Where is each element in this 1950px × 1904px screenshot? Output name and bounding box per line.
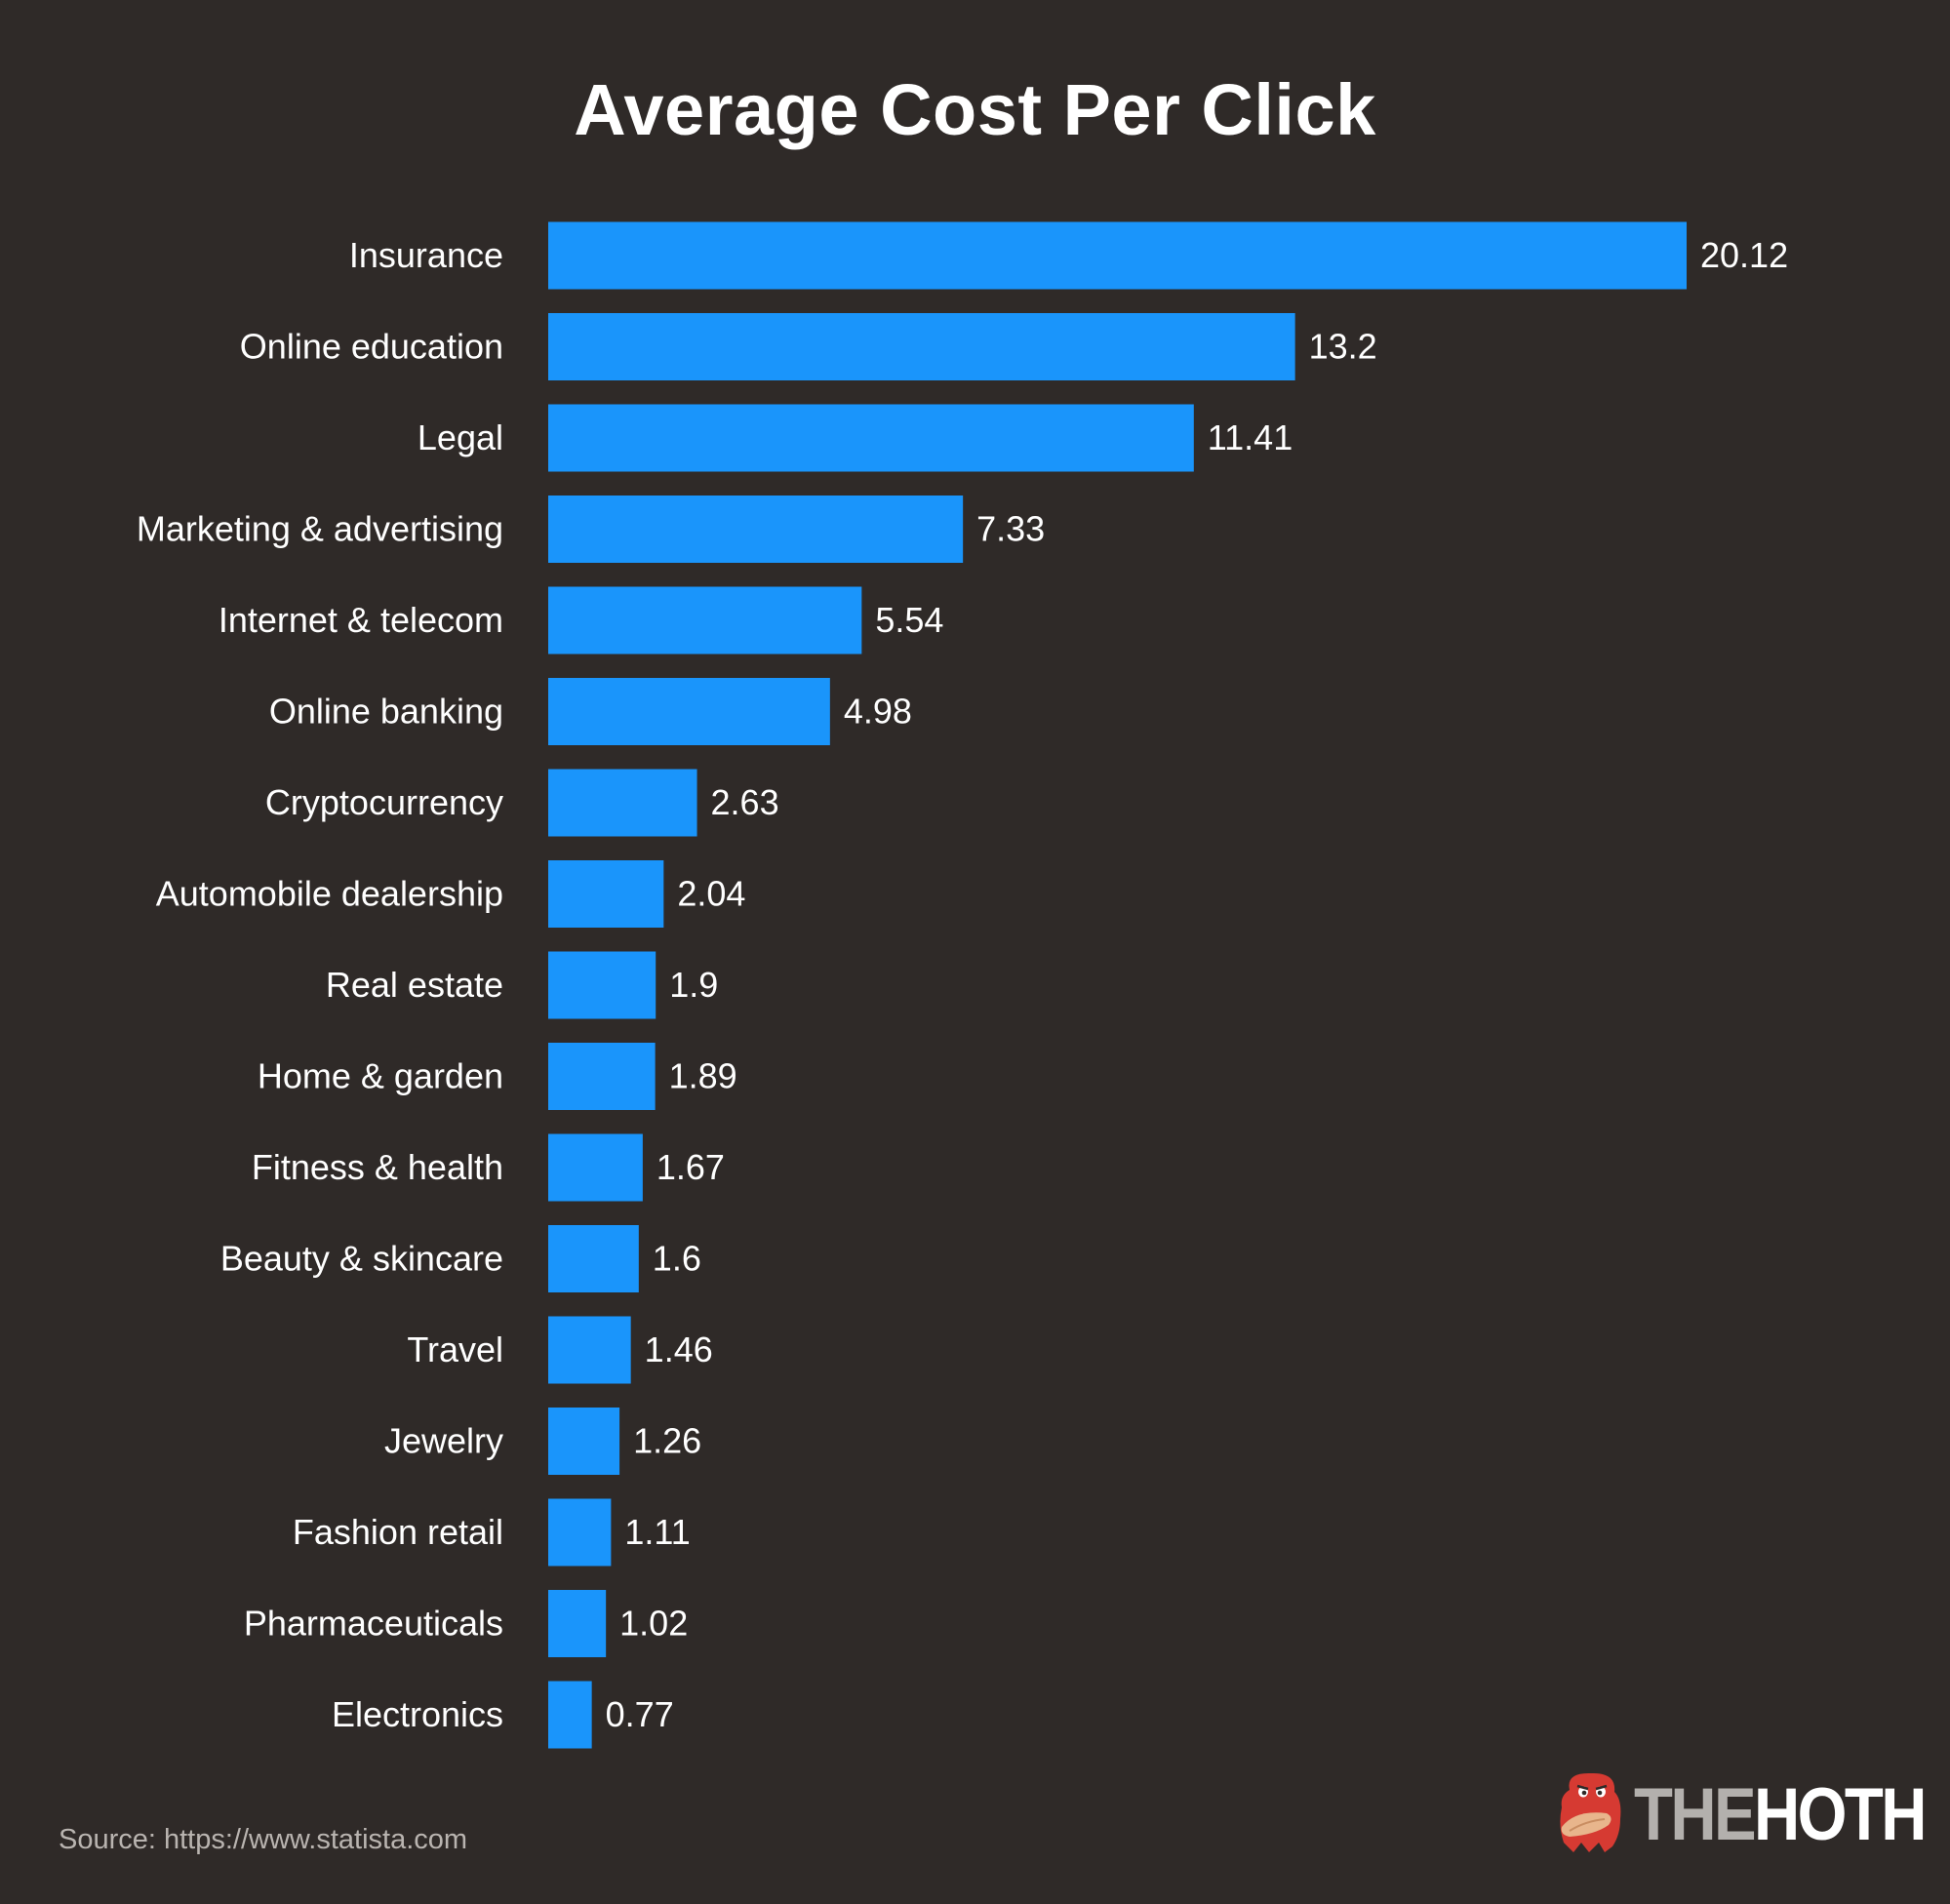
category-label: Legal [418,417,503,457]
bar [548,586,862,654]
category-label: Fitness & health [252,1147,503,1187]
bar-row: Internet & telecom 5.54 [219,586,943,654]
value-label: 13.2 [1309,327,1377,367]
category-label: Real estate [326,965,503,1005]
bar-row: Fashion retail 1.11 [293,1498,691,1567]
bar-row: Electronics 0.77 [332,1681,674,1749]
brand-hoth-text: HOTH [1753,1773,1927,1856]
value-label: 11.41 [1208,417,1293,457]
bar-row: Fitness & health 1.67 [252,1133,725,1202]
value-label: 7.33 [976,509,1045,549]
value-label: 4.98 [844,692,912,732]
source-note: Source: https://www.statista.com [59,1824,468,1855]
bar [548,1043,656,1110]
bar [548,1590,607,1657]
bar-row: Home & garden 1.89 [258,1043,737,1110]
category-label: Internet & telecom [219,600,503,640]
category-label: Online banking [269,692,503,732]
category-label: Home & garden [258,1056,503,1096]
value-label: 1.67 [657,1147,725,1187]
value-label: 1.02 [619,1604,688,1644]
category-label: Online education [240,327,503,367]
bar [548,1316,631,1384]
value-label: 1.89 [669,1056,737,1096]
bar-row: Pharmaceuticals 1.02 [244,1590,688,1657]
bar-row: Beauty & skincare 1.6 [220,1225,701,1292]
bar [548,221,1687,290]
value-label: 20.12 [1700,235,1788,275]
bar-row: Insurance 20.12 [349,221,1788,290]
value-label: 1.11 [624,1512,690,1552]
bar [548,678,830,745]
bar-row: Online banking 4.98 [269,678,912,745]
bar [548,860,664,928]
category-label: Jewelry [384,1421,503,1461]
bar [548,404,1194,472]
bar-row: Automobile dealership 2.04 [156,860,745,928]
bar-row: Jewelry 1.26 [384,1408,701,1475]
category-label: Electronics [332,1694,503,1734]
value-label: 1.46 [645,1329,713,1369]
bar [548,951,657,1019]
brand-logo: THEHOTH [1556,1770,1927,1858]
value-label: 0.77 [606,1694,674,1734]
brand-the-text: THE [1634,1773,1757,1856]
category-label: Beauty & skincare [220,1239,503,1279]
bar [548,1408,620,1475]
bar [548,1681,592,1749]
category-label: Travel [407,1329,503,1369]
value-label: 2.04 [677,874,745,914]
bar-row: Real estate 1.9 [326,951,718,1019]
bar-row: Cryptocurrency 2.63 [265,769,779,837]
bar-row: Online education 13.2 [240,313,1377,380]
category-label: Pharmaceuticals [244,1604,503,1644]
bar-row: Marketing & advertising 7.33 [137,496,1045,563]
brand-wordmark: THEHOTH [1634,1773,1927,1856]
bar [548,769,697,837]
hoth-mascot-icon [1560,1772,1621,1852]
category-label: Fashion retail [293,1512,503,1552]
bar [548,1498,612,1567]
bar-row: Legal 11.41 [418,404,1293,472]
category-label: Cryptocurrency [265,782,503,822]
bar [548,496,964,563]
bars-group: Insurance 20.12 Online education 13.2 Legal 1… [137,221,1788,1749]
value-label: 2.63 [711,782,779,822]
category-label: Marketing & advertising [137,509,503,549]
bar [548,1225,639,1292]
bar-row: Travel 1.46 [407,1316,713,1384]
category-label: Insurance [349,235,503,275]
value-label: 5.54 [875,600,943,640]
bar [548,1133,643,1202]
value-label: 1.9 [669,965,718,1005]
category-label: Automobile dealership [156,874,503,914]
value-label: 1.6 [653,1239,701,1279]
bar [548,313,1295,380]
chart-title: Average Cost Per Click [574,69,1376,150]
value-label: 1.26 [633,1421,701,1461]
